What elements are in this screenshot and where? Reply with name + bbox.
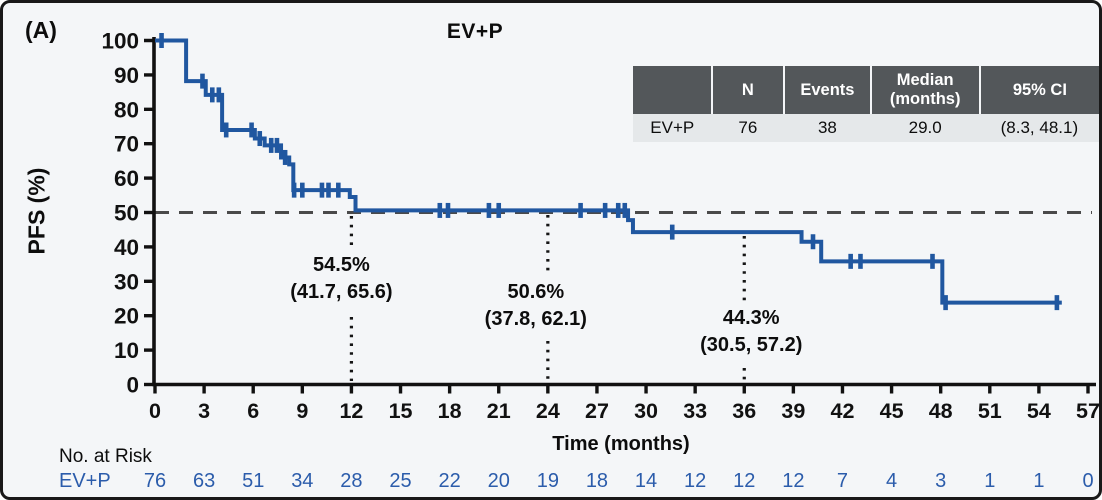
- at-risk-title: No. at Risk: [59, 446, 152, 467]
- summary-row: EV+P 76 38 29.0 (8.3, 48.1): [633, 114, 1099, 142]
- at-risk-count: 22: [438, 470, 461, 492]
- y-tick-label: 0: [126, 373, 139, 398]
- y-axis-label: PFS (%): [23, 167, 50, 255]
- x-tick-label: 21: [487, 399, 511, 423]
- summary-table: N Events Median (months) 95% CI EV+P 76 38 29.0…: [633, 66, 1099, 142]
- summary-table-header: N Events Median (months) 95% CI: [633, 66, 1099, 114]
- x-tick-label: 48: [929, 399, 953, 423]
- at-risk-count: 14: [634, 470, 658, 492]
- panel-label: (A): [25, 17, 57, 43]
- km-curve: [155, 38, 1062, 305]
- y-tick-label: 30: [114, 269, 139, 294]
- landmark-annotation-36: 44.3% (30.5, 57.2): [700, 307, 803, 356]
- x-tick-label: 9: [296, 399, 308, 423]
- at-risk-count: 12: [684, 470, 707, 492]
- at-risk-group-name: EV+P: [59, 470, 111, 492]
- y-tick-label: 40: [114, 235, 139, 260]
- y-tick-label: 50: [114, 201, 139, 226]
- at-risk-count: 19: [536, 470, 559, 492]
- x-tick-label: 39: [781, 399, 805, 423]
- at-risk-count: 20: [487, 470, 510, 492]
- landmark-annotation-12: 54.5% (41.7, 65.6): [290, 254, 393, 303]
- at-risk-count: 51: [242, 470, 265, 492]
- y-tick-label: 10: [114, 338, 139, 363]
- summary-table-body: EV+P 76 38 29.0 (8.3, 48.1): [633, 114, 1099, 142]
- x-tick-label: 24: [536, 399, 560, 423]
- summary-cell: 76: [711, 114, 785, 142]
- x-tick-label: 15: [389, 399, 413, 423]
- x-tick-label: 12: [339, 399, 363, 423]
- chart-title: EV+P: [446, 20, 504, 43]
- at-risk-count: 1: [1033, 470, 1045, 492]
- at-risk-count: 34: [291, 470, 314, 492]
- at-risk-count: 12: [782, 470, 805, 492]
- at-risk-count: 1: [984, 470, 996, 492]
- summary-cell: 38: [784, 114, 871, 142]
- x-tick-label: 0: [149, 399, 161, 423]
- at-risk-count: 0: [1082, 470, 1094, 492]
- at-risk-count: 18: [585, 470, 609, 492]
- y-tick-label: 90: [114, 63, 139, 88]
- at-risk-count: 63: [192, 470, 216, 492]
- y-tick-label: 60: [114, 166, 139, 191]
- x-tick-label: 57: [1076, 399, 1100, 423]
- x-axis-label: Time (months): [552, 433, 690, 455]
- x-tick-label: 33: [683, 399, 707, 423]
- summary-header-cell: Events: [783, 66, 871, 114]
- x-tick-label: 51: [978, 399, 1002, 423]
- at-risk-count: 76: [143, 470, 167, 492]
- at-risk-count: 4: [886, 470, 898, 492]
- x-tick-label: 54: [1027, 399, 1051, 423]
- at-risk-count: 3: [935, 470, 947, 492]
- summary-cell: (8.3, 48.1): [979, 114, 1099, 142]
- x-tick-label: 18: [438, 399, 462, 423]
- x-tick-label: 36: [732, 399, 756, 423]
- x-tick-label: 3: [198, 399, 210, 423]
- summary-cell: 29.0: [870, 114, 980, 142]
- at-risk-count: 28: [340, 470, 363, 492]
- at-risk-count: 25: [389, 470, 412, 492]
- x-tick-label: 45: [880, 399, 904, 423]
- summary-header-cell: 95% CI: [978, 66, 1099, 114]
- x-tick-label: 30: [634, 399, 658, 423]
- y-tick-label: 100: [101, 29, 139, 54]
- summary-cell: EV+P: [633, 114, 712, 142]
- x-tick-label: 6: [247, 399, 259, 423]
- x-tick-label: 42: [831, 399, 855, 423]
- landmark-annotation-24: 50.6% (37.8, 62.1): [484, 281, 587, 330]
- at-risk-count: 7: [836, 470, 849, 492]
- x-tick-label: 27: [585, 399, 609, 423]
- at-risk-count: 12: [733, 470, 756, 492]
- y-tick-label: 20: [114, 304, 139, 329]
- summary-header-cell: N: [710, 66, 785, 114]
- summary-header-cell: Median (months): [869, 66, 980, 114]
- y-tick-label: 80: [114, 97, 139, 122]
- summary-header-cell: [633, 66, 712, 114]
- y-tick-label: 70: [114, 132, 139, 157]
